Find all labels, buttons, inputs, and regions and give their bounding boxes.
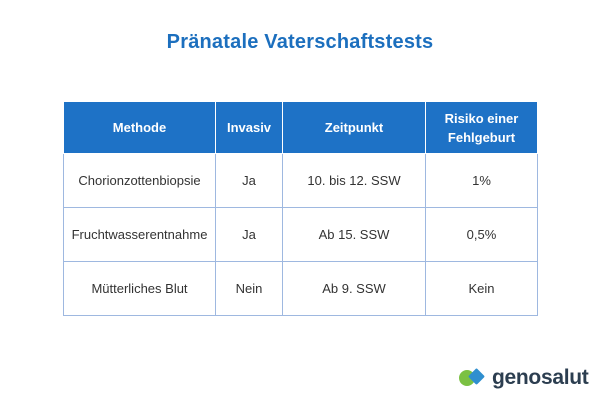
table-cell-methode: Fruchtwasserentnahme xyxy=(63,207,216,262)
page-title: Pränatale Vaterschaftstests xyxy=(166,31,434,53)
table-row: Chorionzottenbiopsie Ja 10. bis 12. SSW … xyxy=(63,153,538,208)
table-cell-methode: Chorionzottenbiopsie xyxy=(63,153,216,208)
table-cell-zeitpunkt: 10. bis 12. SSW xyxy=(282,153,426,208)
table-cell-invasiv: Ja xyxy=(215,153,283,208)
table-cell-zeitpunkt: Ab 15. SSW xyxy=(282,207,426,262)
table-cell-risiko: 1% xyxy=(425,153,538,208)
column-header-zeitpunkt: Zeitpunkt xyxy=(282,101,426,154)
table-cell-risiko: Kein xyxy=(425,261,538,316)
table-row: Fruchtwasserentnahme Ja Ab 15. SSW 0,5% xyxy=(63,207,538,262)
table-cell-invasiv: Ja xyxy=(215,207,283,262)
table-cell-invasiv: Nein xyxy=(215,261,283,316)
column-header-risiko: Risiko einer Fehlgeburt xyxy=(425,101,538,154)
column-header-methode: Methode xyxy=(63,101,216,154)
table-cell-methode: Mütterliches Blut xyxy=(63,261,216,316)
column-header-invasiv: Invasiv xyxy=(215,101,283,154)
table-cell-risiko: 0,5% xyxy=(425,207,538,262)
table-header-row: Methode Invasiv Zeitpunkt Risiko einer F… xyxy=(63,101,538,154)
table-cell-zeitpunkt: Ab 9. SSW xyxy=(282,261,426,316)
table-row: Mütterliches Blut Nein Ab 9. SSW Kein xyxy=(63,261,538,316)
brand-logo: genosalut xyxy=(458,366,589,390)
genosalut-logo-icon xyxy=(459,368,485,386)
comparison-table: Methode Invasiv Zeitpunkt Risiko einer F… xyxy=(63,101,538,316)
brand-name: genosalut xyxy=(492,366,589,389)
